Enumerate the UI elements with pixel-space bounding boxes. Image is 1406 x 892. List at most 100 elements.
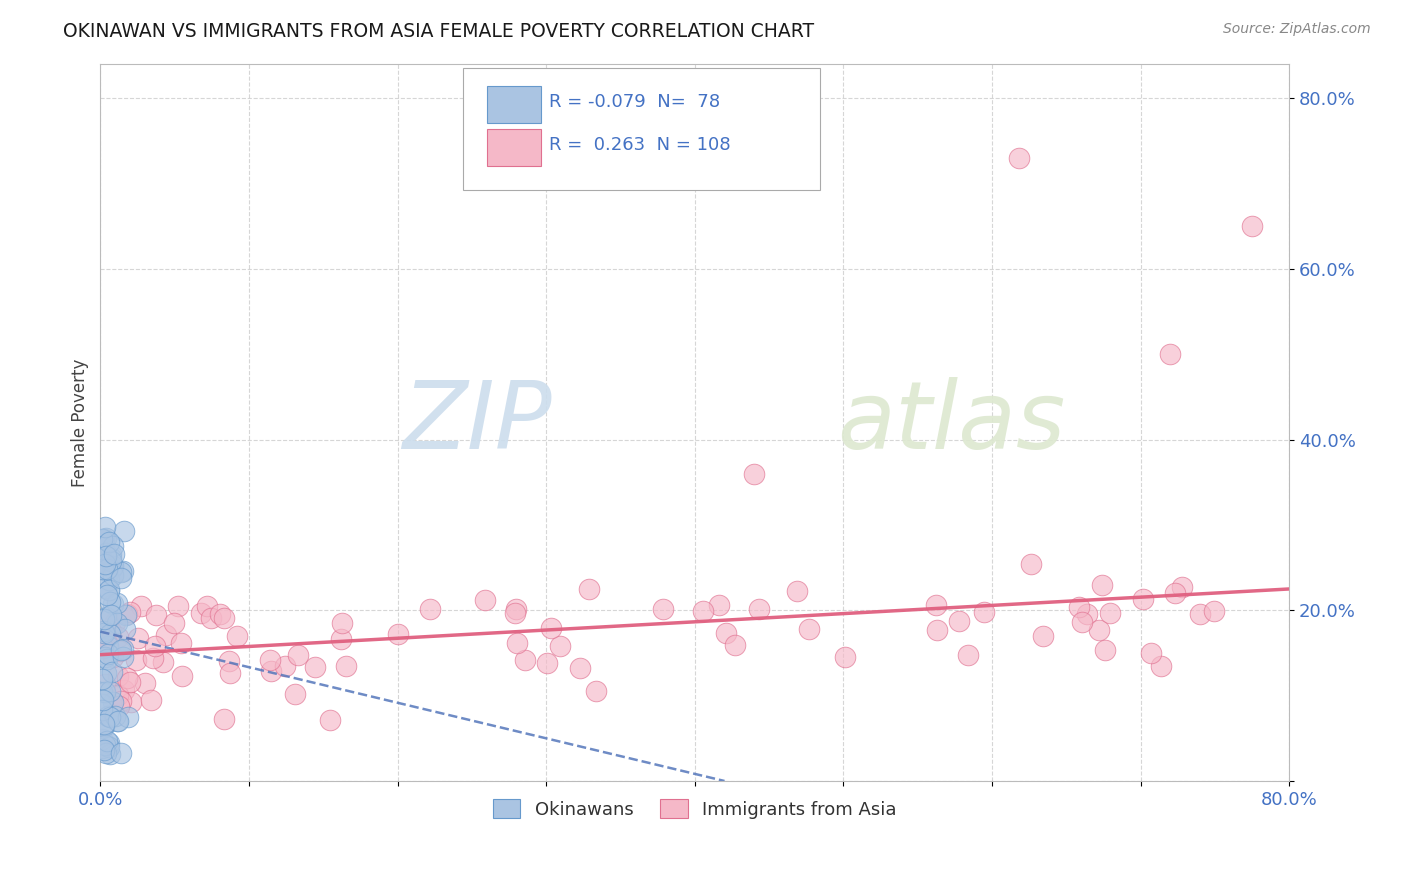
- Point: [319, 713, 342, 727]
- Point: [786, 584, 808, 599]
- Point: [716, 626, 738, 640]
- FancyBboxPatch shape: [463, 68, 820, 189]
- Point: [692, 604, 714, 618]
- Point: [97, 647, 120, 661]
- Point: [152, 656, 174, 670]
- Point: [834, 650, 856, 665]
- Legend: Okinawans, Immigrants from Asia: Okinawans, Immigrants from Asia: [486, 792, 904, 826]
- Point: [169, 636, 191, 650]
- Point: [1094, 643, 1116, 657]
- Point: [101, 559, 124, 574]
- Point: [105, 597, 128, 611]
- Point: [93, 612, 115, 626]
- Point: [98, 683, 121, 698]
- Point: [105, 615, 128, 630]
- Point: [94, 532, 117, 546]
- Point: [200, 611, 222, 625]
- Point: [93, 743, 115, 757]
- Point: [107, 688, 129, 702]
- Point: [506, 636, 529, 650]
- Point: [387, 626, 409, 640]
- Point: [107, 631, 129, 645]
- Point: [101, 650, 124, 665]
- Point: [93, 692, 115, 706]
- Point: [96, 733, 118, 747]
- Text: R =  0.263  N = 108: R = 0.263 N = 108: [548, 136, 730, 154]
- Point: [103, 547, 125, 561]
- Point: [540, 621, 562, 635]
- Point: [125, 652, 148, 666]
- Point: [143, 639, 166, 653]
- Point: [127, 631, 149, 645]
- Point: [724, 638, 747, 652]
- Point: [94, 649, 117, 664]
- Point: [284, 688, 307, 702]
- Text: R = -0.079  N=  78: R = -0.079 N= 78: [548, 93, 720, 112]
- Point: [93, 624, 115, 638]
- Point: [110, 642, 132, 657]
- Point: [103, 615, 125, 629]
- Text: Source: ZipAtlas.com: Source: ZipAtlas.com: [1223, 22, 1371, 37]
- Point: [101, 568, 124, 582]
- Point: [1099, 606, 1122, 620]
- Point: [110, 565, 132, 579]
- Point: [101, 539, 124, 553]
- Point: [172, 668, 194, 682]
- Point: [515, 652, 537, 666]
- Point: [91, 532, 114, 546]
- Point: [110, 571, 132, 585]
- Point: [101, 665, 124, 679]
- Point: [578, 582, 600, 596]
- Point: [96, 636, 118, 650]
- Text: ZIP: ZIP: [402, 377, 553, 468]
- Point: [98, 710, 121, 724]
- Point: [190, 606, 212, 620]
- FancyBboxPatch shape: [486, 86, 541, 123]
- Point: [1088, 623, 1111, 637]
- Point: [742, 467, 765, 481]
- Point: [112, 524, 135, 538]
- Point: [1132, 591, 1154, 606]
- Point: [97, 583, 120, 598]
- Point: [957, 648, 980, 662]
- Point: [260, 664, 283, 678]
- Point: [474, 593, 496, 607]
- Point: [94, 557, 117, 571]
- Point: [97, 639, 120, 653]
- Point: [91, 634, 114, 648]
- Point: [142, 651, 165, 665]
- Point: [1171, 581, 1194, 595]
- Point: [98, 747, 121, 761]
- Point: [112, 683, 135, 698]
- Point: [550, 639, 572, 653]
- Point: [925, 623, 948, 637]
- Point: [110, 644, 132, 658]
- Point: [94, 677, 117, 691]
- Point: [91, 562, 114, 576]
- Point: [94, 610, 117, 624]
- Point: [90, 740, 112, 755]
- Point: [110, 694, 132, 708]
- Point: [111, 650, 134, 665]
- Point: [98, 627, 121, 641]
- Point: [118, 674, 141, 689]
- Point: [96, 666, 118, 681]
- Point: [107, 714, 129, 728]
- Point: [105, 714, 128, 729]
- Point: [129, 599, 152, 613]
- Point: [96, 651, 118, 665]
- Y-axis label: Female Poverty: Female Poverty: [72, 359, 89, 487]
- Point: [1091, 578, 1114, 592]
- Text: atlas: atlas: [838, 377, 1066, 468]
- Point: [108, 698, 131, 713]
- Point: [94, 581, 117, 595]
- Point: [90, 703, 112, 717]
- Point: [111, 564, 134, 578]
- Point: [212, 712, 235, 726]
- Point: [93, 717, 115, 731]
- Point: [973, 605, 995, 619]
- Point: [208, 607, 231, 622]
- Point: [103, 695, 125, 709]
- Point: [98, 582, 121, 597]
- Point: [117, 607, 139, 621]
